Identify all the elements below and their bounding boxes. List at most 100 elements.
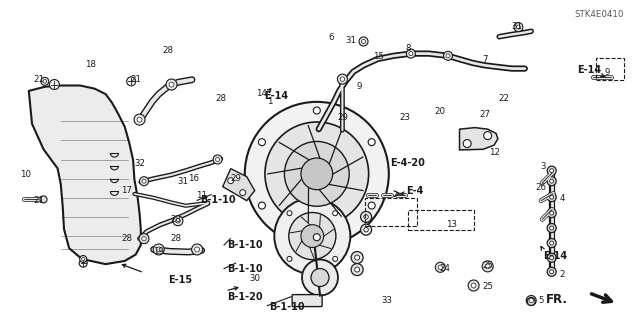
Circle shape (41, 77, 49, 85)
Circle shape (547, 267, 556, 276)
Circle shape (301, 225, 324, 248)
Circle shape (468, 280, 479, 291)
Text: FR.: FR. (546, 293, 568, 306)
Text: 21: 21 (33, 196, 44, 205)
Circle shape (547, 239, 556, 248)
Circle shape (547, 177, 556, 186)
Text: B-1-10: B-1-10 (200, 195, 236, 205)
Polygon shape (460, 128, 498, 150)
Circle shape (240, 189, 246, 196)
Text: E-14: E-14 (577, 65, 602, 75)
Bar (408, 210, 474, 230)
Bar (596, 58, 625, 80)
Circle shape (463, 139, 471, 148)
Circle shape (275, 198, 350, 274)
Circle shape (153, 244, 164, 255)
Text: 29: 29 (230, 174, 241, 182)
Circle shape (351, 252, 363, 263)
Circle shape (156, 247, 161, 252)
Circle shape (438, 265, 443, 270)
Circle shape (166, 79, 177, 90)
Circle shape (360, 224, 372, 235)
Circle shape (359, 37, 368, 46)
Text: 5: 5 (538, 296, 543, 305)
Text: 25: 25 (482, 261, 493, 270)
Circle shape (444, 51, 452, 60)
Text: 8: 8 (406, 44, 411, 53)
Text: 31: 31 (511, 22, 523, 31)
Circle shape (140, 177, 148, 186)
Circle shape (547, 166, 556, 175)
Text: 28: 28 (170, 215, 182, 224)
Circle shape (43, 79, 47, 83)
Text: B-1-10: B-1-10 (227, 240, 263, 250)
Text: 9: 9 (604, 68, 609, 77)
Circle shape (550, 195, 554, 199)
Text: 7: 7 (483, 56, 488, 64)
Circle shape (550, 256, 554, 260)
Circle shape (82, 257, 84, 261)
Circle shape (547, 193, 556, 202)
Text: 13: 13 (445, 220, 457, 229)
Circle shape (301, 158, 333, 190)
Text: 31: 31 (345, 36, 356, 45)
Circle shape (134, 114, 145, 125)
Text: 29: 29 (337, 113, 348, 122)
Circle shape (485, 264, 490, 269)
Circle shape (368, 202, 375, 209)
Circle shape (287, 211, 292, 216)
Text: STK4E0410: STK4E0410 (575, 10, 624, 19)
Circle shape (526, 295, 536, 306)
Circle shape (289, 212, 336, 260)
Text: 16: 16 (188, 174, 199, 182)
Circle shape (259, 202, 266, 209)
Circle shape (311, 269, 329, 286)
Circle shape (175, 219, 180, 223)
Circle shape (245, 102, 389, 246)
Circle shape (550, 211, 554, 215)
Circle shape (302, 260, 338, 295)
Circle shape (287, 256, 292, 261)
Text: E-4: E-4 (406, 186, 423, 197)
Text: B-1-20: B-1-20 (227, 292, 263, 302)
Text: 21: 21 (130, 75, 141, 84)
Circle shape (228, 178, 234, 184)
Text: 4: 4 (559, 194, 564, 203)
Circle shape (195, 247, 200, 252)
Circle shape (364, 227, 368, 232)
Circle shape (355, 255, 360, 260)
Text: B-1-10: B-1-10 (227, 263, 263, 274)
Circle shape (137, 117, 142, 122)
Text: 28: 28 (162, 46, 173, 55)
Circle shape (362, 40, 365, 43)
Circle shape (49, 79, 60, 90)
Circle shape (173, 216, 183, 226)
Text: 14: 14 (255, 89, 267, 98)
Circle shape (314, 234, 320, 241)
Text: 31: 31 (177, 177, 188, 186)
Circle shape (446, 54, 450, 58)
Text: 11: 11 (196, 191, 207, 200)
Polygon shape (223, 169, 255, 201)
FancyBboxPatch shape (292, 295, 322, 307)
Text: 1: 1 (268, 97, 273, 106)
Text: 2: 2 (559, 271, 564, 279)
Circle shape (191, 244, 203, 255)
Text: 15: 15 (373, 52, 385, 61)
Circle shape (213, 155, 222, 164)
Circle shape (351, 263, 363, 276)
Text: 10: 10 (20, 170, 31, 179)
Circle shape (79, 259, 87, 267)
Text: 9: 9 (357, 82, 362, 91)
Circle shape (471, 283, 476, 288)
Text: 27: 27 (479, 110, 491, 119)
Circle shape (284, 141, 349, 206)
Circle shape (514, 23, 523, 32)
Circle shape (368, 139, 375, 146)
Text: 25: 25 (482, 282, 493, 291)
Circle shape (141, 236, 147, 241)
Circle shape (314, 107, 320, 114)
Circle shape (435, 262, 445, 272)
Circle shape (550, 270, 554, 274)
Circle shape (516, 25, 520, 29)
